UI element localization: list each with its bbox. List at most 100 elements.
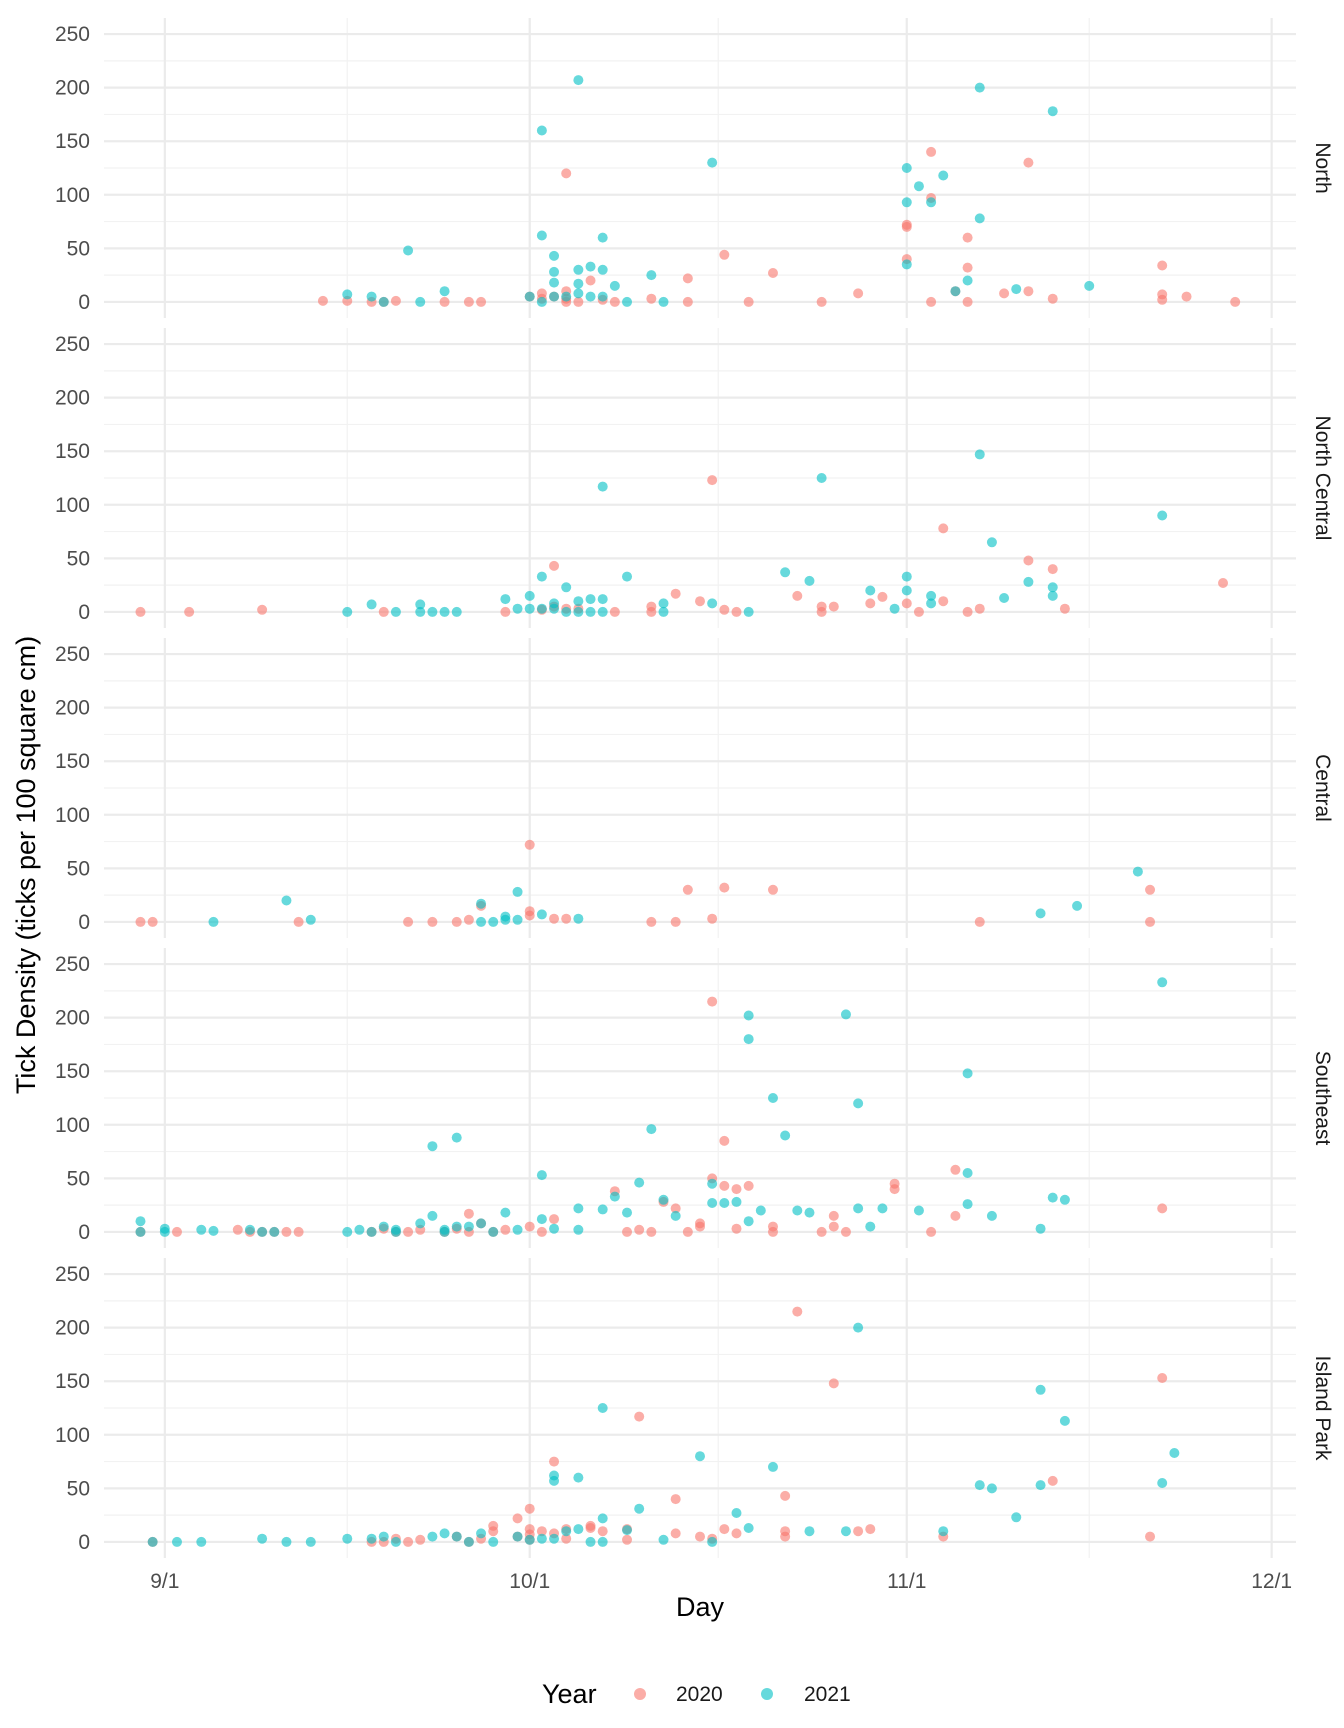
data-point-2021 — [1011, 284, 1022, 295]
data-point-2021 — [305, 1536, 316, 1547]
y-tick-label: 0 — [78, 1221, 90, 1244]
data-point-2021 — [451, 606, 462, 617]
data-point-2020 — [962, 232, 973, 243]
data-point-2021 — [707, 1178, 718, 1189]
data-point-2020 — [682, 1226, 693, 1237]
data-point-2021 — [938, 170, 949, 181]
data-point-2021 — [415, 296, 426, 307]
data-point-2021 — [366, 1533, 377, 1544]
data-point-2020 — [646, 606, 657, 617]
data-point-2021 — [1157, 1478, 1168, 1488]
data-point-2021 — [281, 1536, 292, 1547]
facet-label: North — [1311, 142, 1334, 193]
data-point-2020 — [609, 606, 620, 617]
data-point-2021 — [1169, 1448, 1180, 1458]
y-tick-label: 250 — [55, 333, 90, 356]
data-point-2021 — [913, 1205, 924, 1216]
data-point-2020 — [1047, 293, 1058, 304]
data-point-2020 — [670, 1203, 681, 1214]
data-point-2020 — [682, 884, 693, 895]
data-point-2020 — [682, 296, 693, 307]
data-point-2020 — [135, 606, 146, 617]
data-point-2021 — [755, 1205, 766, 1216]
data-point-2020 — [889, 1178, 900, 1189]
data-point-2021 — [707, 1536, 718, 1547]
data-point-2021 — [707, 598, 718, 609]
data-point-2020 — [719, 604, 730, 615]
facet-strip-labels: North North Central Central Southeast Island… — [1311, 142, 1334, 1461]
y-tick-label: 150 — [55, 440, 90, 463]
data-point-2021 — [999, 593, 1010, 603]
x-tick-label: 9/1 — [150, 1570, 179, 1593]
data-point-2021 — [573, 913, 584, 924]
data-point-2020 — [743, 296, 754, 307]
data-point-2021 — [1047, 590, 1058, 601]
data-point-2021 — [597, 606, 608, 617]
data-point-2021 — [962, 1199, 973, 1210]
y-tick-label: 150 — [55, 750, 90, 773]
legend: Year 2020 2021 — [542, 1679, 851, 1709]
data-point-2021 — [597, 1536, 608, 1547]
data-point-2021 — [500, 594, 511, 605]
data-point-2020 — [695, 1221, 705, 1232]
data-point-2021 — [877, 1203, 888, 1214]
data-point-2020 — [853, 1526, 864, 1537]
data-point-2020 — [597, 1526, 608, 1537]
data-point-2020 — [646, 293, 657, 304]
data-point-2020 — [403, 1536, 414, 1547]
data-point-2021 — [536, 1170, 547, 1181]
data-point-2021 — [585, 261, 596, 272]
data-point-2021 — [573, 264, 584, 275]
data-point-2021 — [707, 1198, 718, 1208]
data-point-2021 — [731, 1196, 742, 1207]
data-point-2021 — [415, 1218, 426, 1229]
data-point-2021 — [451, 1132, 462, 1143]
y-tick-label: 50 — [67, 857, 90, 880]
data-point-2020 — [731, 1223, 742, 1234]
data-point-2021 — [1059, 1194, 1070, 1205]
data-point-2021 — [646, 270, 657, 281]
data-point-2021 — [889, 603, 900, 614]
data-point-2021 — [500, 1207, 511, 1218]
data-point-2021 — [488, 1536, 499, 1547]
data-point-2020 — [536, 1526, 547, 1537]
data-point-2021 — [658, 606, 669, 617]
y-tick-label: 100 — [55, 1424, 90, 1447]
data-point-2021 — [536, 909, 547, 920]
data-point-2020 — [938, 596, 949, 607]
data-point-2021 — [646, 1124, 657, 1135]
data-point-2021 — [549, 250, 560, 261]
data-point-2021 — [549, 1223, 560, 1234]
data-point-2020 — [585, 1520, 596, 1531]
data-point-2021 — [901, 571, 912, 582]
data-point-2020 — [135, 916, 146, 927]
data-point-2020 — [281, 1226, 292, 1237]
data-point-2020 — [792, 590, 803, 601]
data-point-2021 — [743, 1523, 754, 1533]
data-point-2021 — [804, 575, 815, 586]
data-point-2020 — [926, 146, 937, 157]
data-point-2021 — [926, 598, 937, 609]
data-point-2020 — [719, 249, 730, 260]
data-point-2021 — [986, 537, 997, 548]
data-points — [135, 75, 1241, 1547]
data-point-2021 — [403, 245, 414, 256]
data-point-2020 — [561, 913, 572, 924]
data-point-2020 — [926, 296, 937, 307]
data-point-2020 — [390, 295, 401, 306]
data-point-2020 — [463, 296, 474, 307]
data-point-2021 — [658, 1534, 669, 1545]
data-point-2020 — [1145, 884, 1156, 895]
data-point-2020 — [816, 606, 827, 617]
data-point-2020 — [731, 1184, 742, 1195]
data-point-2021 — [731, 1508, 742, 1518]
data-point-2021 — [901, 585, 912, 596]
data-point-2020 — [719, 1524, 730, 1535]
data-point-2021 — [549, 291, 560, 302]
data-point-2021 — [536, 230, 547, 241]
data-point-2021 — [524, 590, 535, 601]
data-point-2021 — [804, 1526, 815, 1537]
y-tick-label: 0 — [78, 1531, 90, 1554]
data-point-2020 — [1023, 286, 1034, 297]
data-point-2021 — [196, 1536, 207, 1547]
